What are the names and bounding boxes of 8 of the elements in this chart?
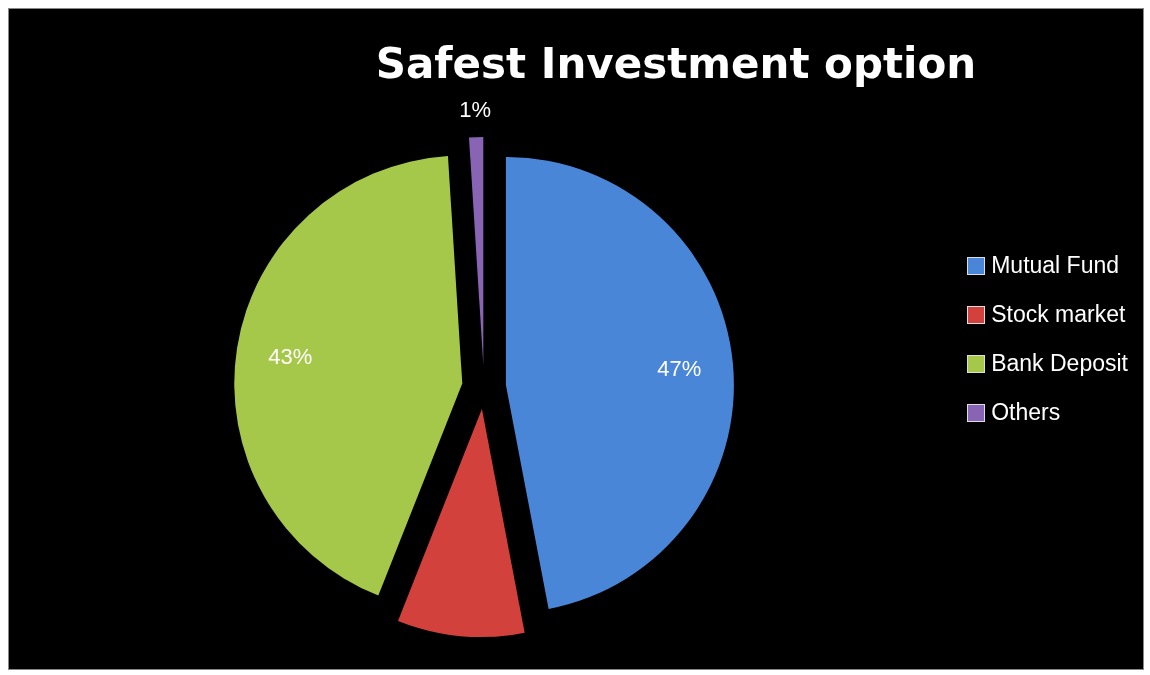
legend-label: Mutual Fund [991, 252, 1120, 279]
chart-title: Safest Investment option [374, 39, 978, 88]
data-label: 1% [459, 96, 492, 122]
legend-label: Others [991, 399, 1061, 426]
data-label: 47% [657, 356, 702, 382]
data-label: 43% [268, 343, 313, 369]
legend-label: Stock market [991, 301, 1126, 328]
legend-label: Bank Deposit [991, 350, 1128, 377]
